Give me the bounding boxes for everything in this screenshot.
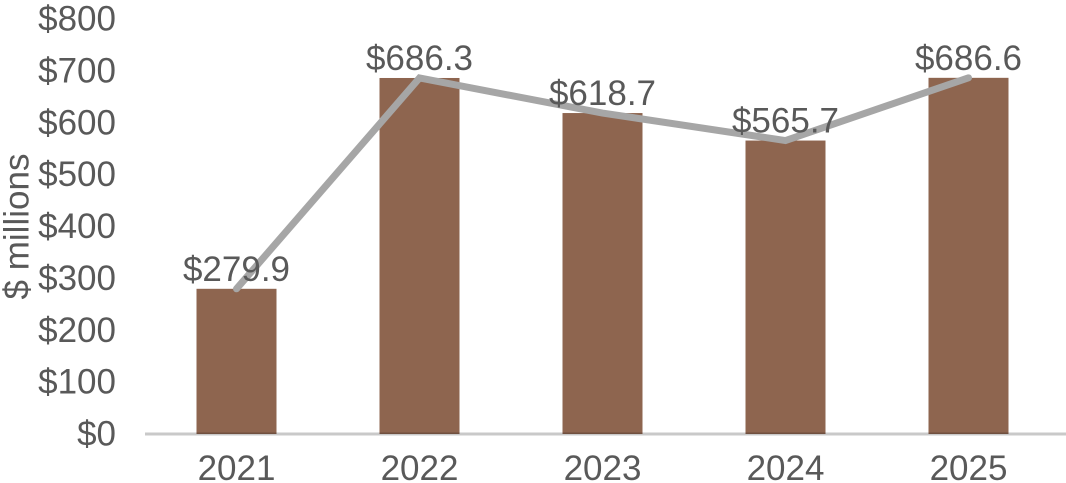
y-axis-tick-label: $300 xyxy=(38,259,116,298)
y-axis-tick-label: $200 xyxy=(38,311,116,350)
bar-2021 xyxy=(196,288,277,434)
x-axis-label-2024: 2024 xyxy=(747,449,825,483)
data-label-2023: $618.7 xyxy=(549,74,656,113)
x-axis-label-2023: 2023 xyxy=(564,449,642,483)
x-axis-label-2021: 2021 xyxy=(198,449,276,483)
y-axis-tick-label: $500 xyxy=(38,155,116,194)
x-axis-label-2022: 2022 xyxy=(381,449,459,483)
bar-2024 xyxy=(745,140,826,434)
y-axis-tick-label: $0 xyxy=(77,415,116,454)
data-label-2025: $686.6 xyxy=(915,39,1022,78)
data-label-2021: $279.9 xyxy=(183,250,290,289)
data-label-2022: $686.3 xyxy=(366,39,473,78)
y-axis-tick-label: $100 xyxy=(38,363,116,402)
y-axis-title: $ millions xyxy=(0,154,37,300)
bar-2023 xyxy=(562,113,643,434)
bar-2022 xyxy=(379,77,460,434)
y-axis-tick-label: $400 xyxy=(38,207,116,246)
y-axis-tick-label: $800 xyxy=(38,0,116,39)
bar-2025 xyxy=(928,77,1009,435)
y-axis-tick-label: $700 xyxy=(38,51,116,90)
data-label-2024: $565.7 xyxy=(732,102,839,141)
y-axis-tick-label: $600 xyxy=(38,103,116,142)
trend-line xyxy=(233,74,972,293)
x-axis-label-2025: 2025 xyxy=(930,449,1008,483)
